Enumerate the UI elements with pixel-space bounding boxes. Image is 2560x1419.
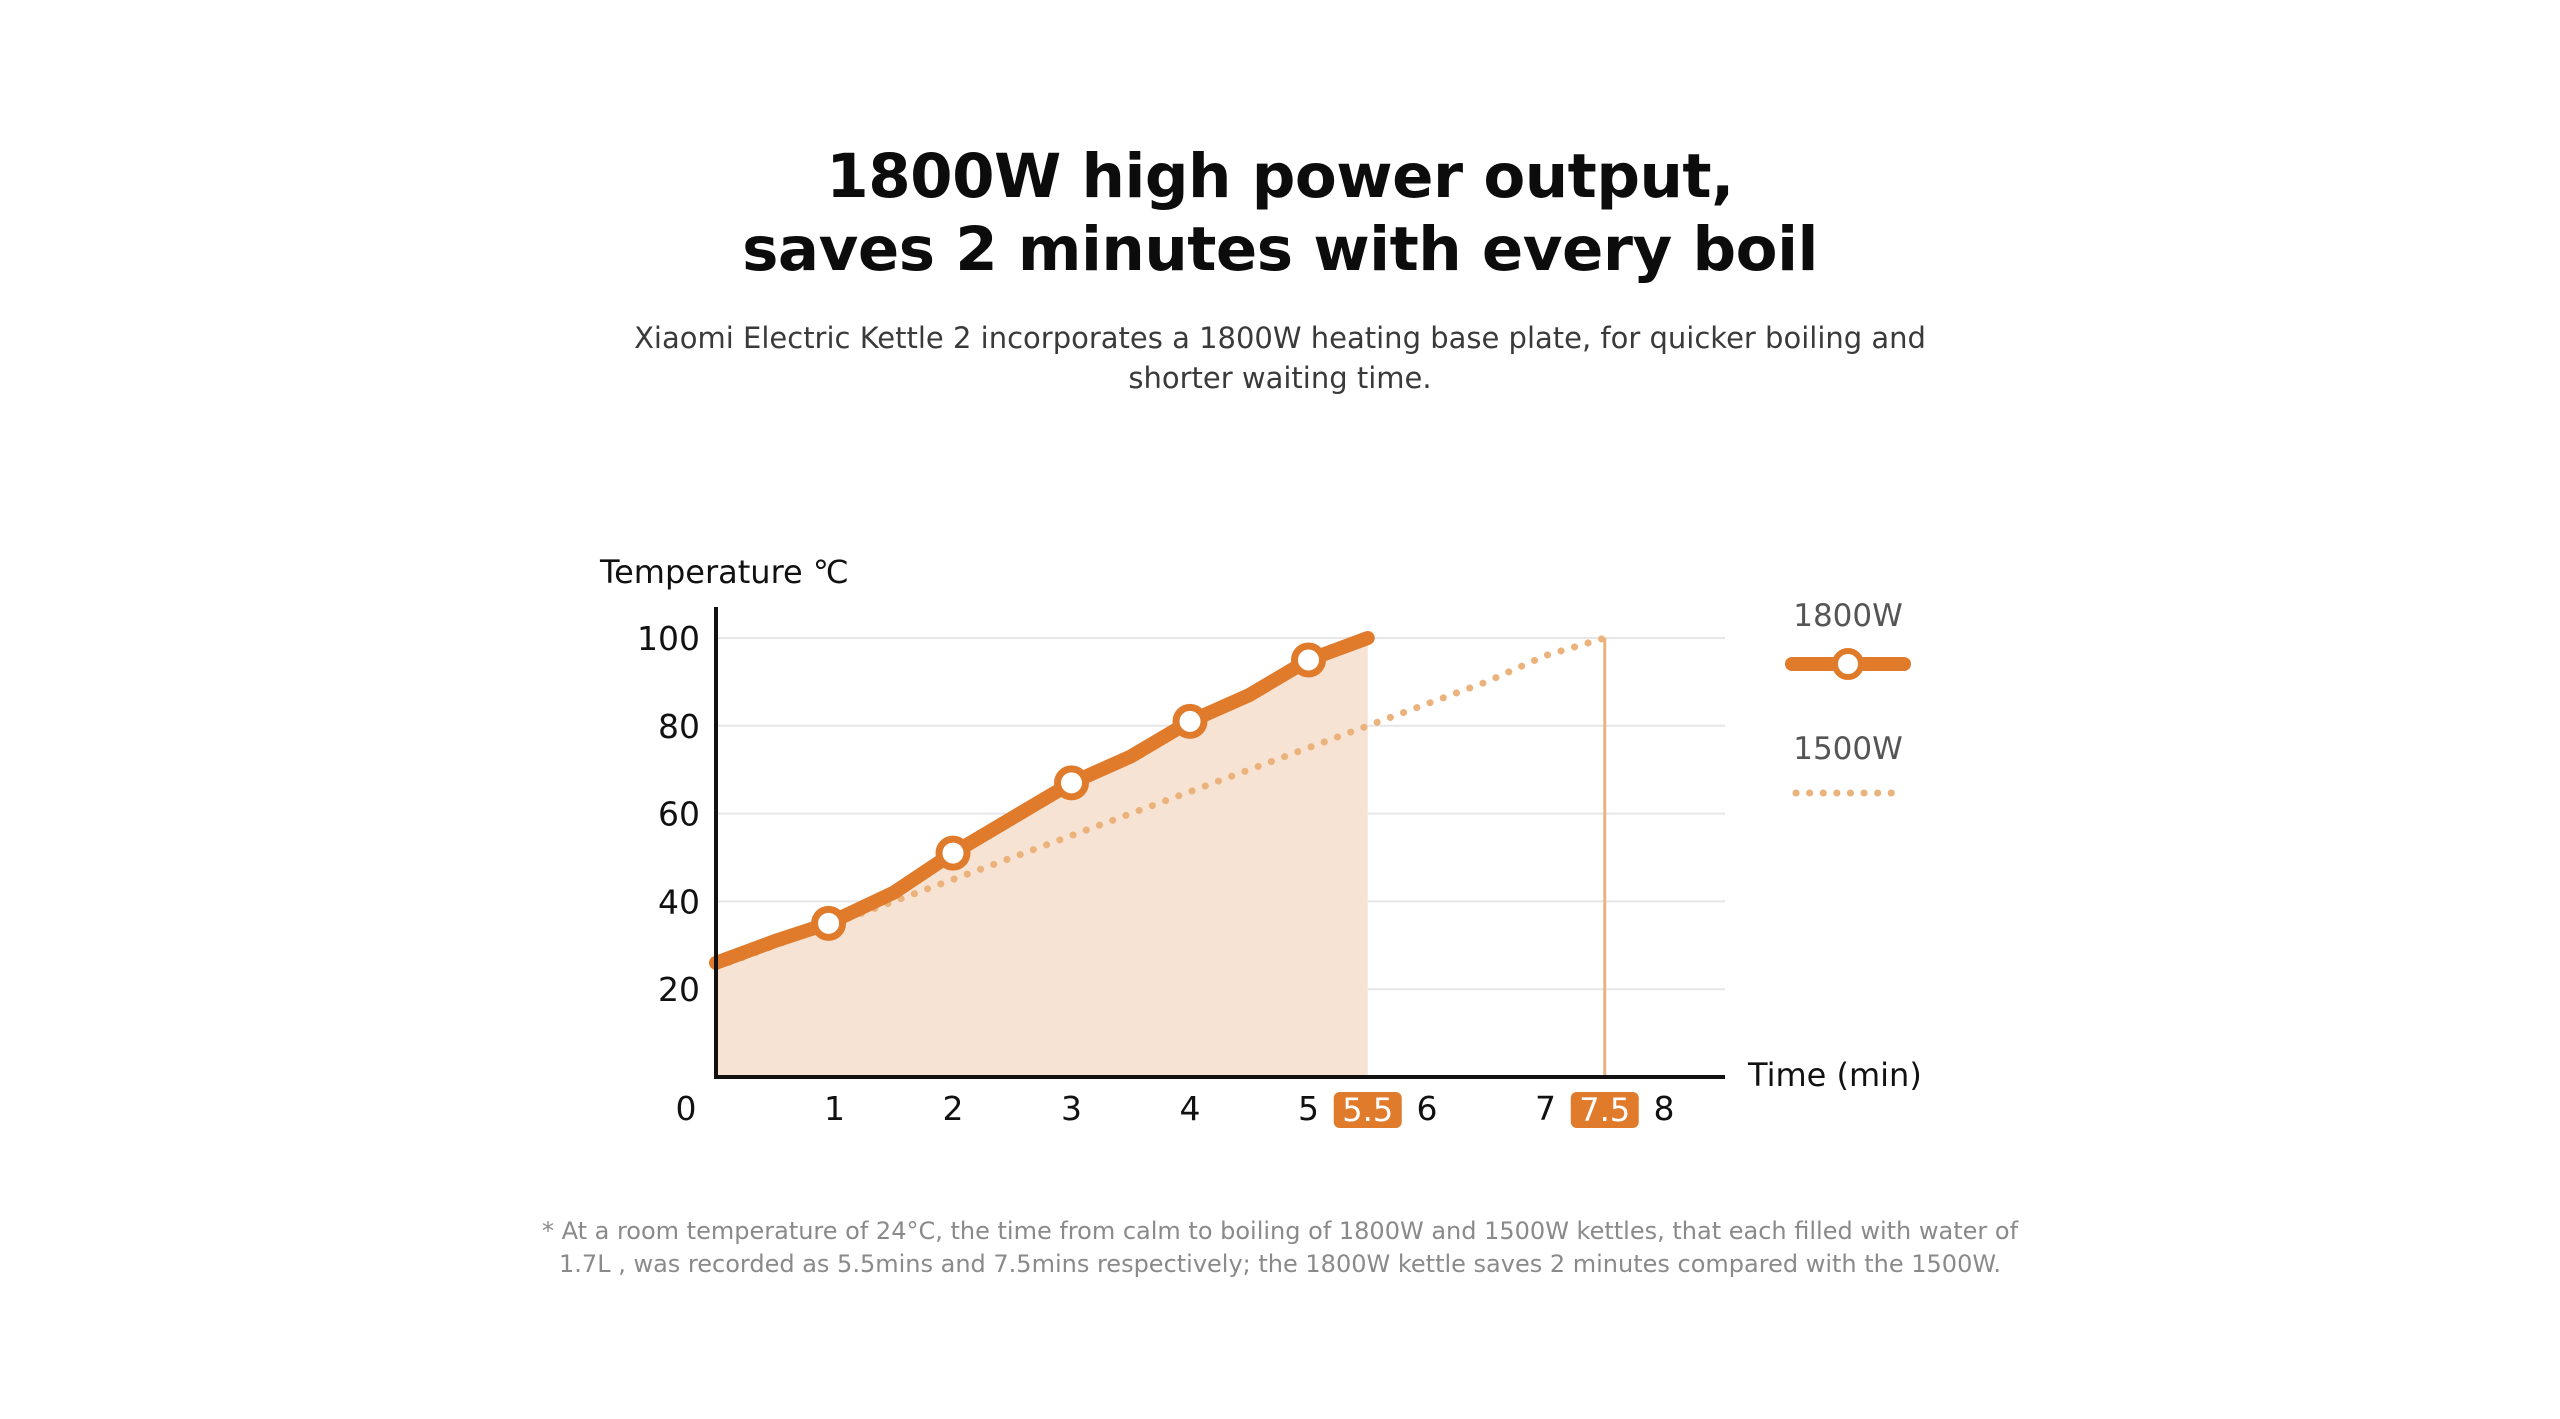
y-tick-label: 60 (658, 795, 700, 834)
data-point-1800w (1172, 703, 1208, 739)
x-tick-label: 8 (1654, 1089, 1675, 1128)
x-tick-label: 0 (676, 1089, 697, 1128)
x-tick-label: 3 (1061, 1089, 1082, 1128)
data-point-1800w (811, 905, 847, 941)
subtitle-line-2: shorter waiting time. (1128, 361, 1432, 395)
legend-label-1500w: 1500W (1793, 731, 1903, 767)
subtitle-line-1: Xiaomi Electric Kettle 2 incorporates a … (634, 321, 1926, 355)
x-axis-title: Time (min) (1747, 1056, 1922, 1094)
page-title: 1800W high power output, saves 2 minutes… (0, 140, 2560, 286)
area-1800w (716, 638, 1368, 1077)
page-subtitle: Xiaomi Electric Kettle 2 incorporates a … (0, 318, 2560, 398)
y-tick-label: 20 (658, 970, 700, 1009)
legend-label-1800w: 1800W (1793, 598, 1903, 634)
footnote: * At a room temperature of 24°C, the tim… (0, 1215, 2560, 1281)
footnote-line-2: 1.7L , was recorded as 5.5mins and 7.5mi… (559, 1250, 2001, 1278)
x-tick-label: 4 (1180, 1089, 1201, 1128)
legend-marker-1800w (1832, 648, 1864, 680)
y-axis-title: Temperature ℃ (599, 553, 849, 591)
data-point-1800w (1291, 642, 1326, 678)
title-line-2: saves 2 minutes with every boil (742, 214, 1818, 285)
y-tick-label: 100 (637, 619, 700, 658)
x-tick-label: 1 (824, 1089, 845, 1128)
tick-badge (1333, 1092, 1402, 1128)
title-line-1: 1800W high power output, (826, 141, 1734, 212)
x-tick-label: 2 (943, 1089, 964, 1128)
footnote-line-1: * At a room temperature of 24°C, the tim… (541, 1217, 2019, 1245)
data-point-1800w (935, 835, 971, 871)
tick-badge-label: 5.5 (1342, 1091, 1393, 1129)
y-tick-label: 40 (658, 882, 700, 921)
tick-badge (1570, 1092, 1639, 1128)
x-tick-label: 6 (1417, 1089, 1438, 1128)
x-tick-label: 7 (1535, 1089, 1556, 1128)
data-point-1800w (1054, 765, 1089, 801)
tick-badge-label: 7.5 (1579, 1091, 1630, 1129)
y-tick-label: 80 (658, 707, 700, 746)
x-tick-label: 5 (1298, 1089, 1319, 1128)
